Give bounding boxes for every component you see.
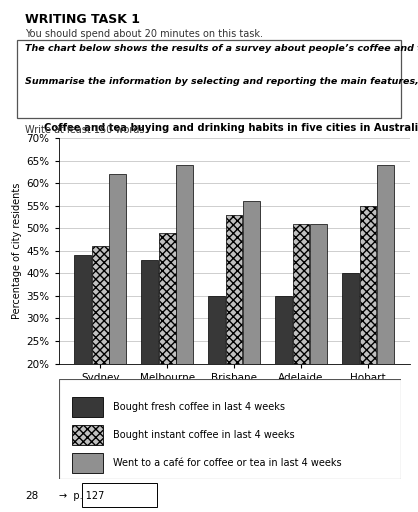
Title: Coffee and tea buying and drinking habits in five cities in Australia: Coffee and tea buying and drinking habit… [43,123,418,133]
Text: Went to a café for coffee or tea in last 4 weeks: Went to a café for coffee or tea in last… [113,458,342,468]
Bar [159,233,176,454]
Bar [141,260,158,454]
Text: Bought instant coffee in last 4 weeks: Bought instant coffee in last 4 weeks [113,430,295,440]
FancyBboxPatch shape [72,397,103,417]
Text: You should spend about 20 minutes on this task.: You should spend about 20 minutes on thi… [25,29,263,39]
Bar [92,246,109,454]
Text: 28: 28 [25,490,38,501]
Bar [293,224,309,454]
Bar [74,255,91,454]
Text: Bought fresh coffee in last 4 weeks: Bought fresh coffee in last 4 weeks [113,402,285,412]
Text: →  p. 127: → p. 127 [59,490,104,501]
FancyBboxPatch shape [72,453,103,473]
Bar [226,215,242,454]
Text: The chart below shows the results of a survey about people’s coffee and tea buyi: The chart below shows the results of a s… [25,44,418,53]
Text: Summarise the information by selecting and reporting the main features, and make: Summarise the information by selecting a… [25,77,418,86]
Bar [342,273,359,454]
Bar [275,296,292,454]
Bar [109,174,126,454]
Bar [377,165,394,454]
Y-axis label: Percentage of city residents: Percentage of city residents [12,183,22,319]
Bar [243,201,260,454]
Bar [208,296,225,454]
Bar [176,165,193,454]
Bar [310,224,327,454]
FancyBboxPatch shape [59,379,401,479]
Text: Write at least 150 words.: Write at least 150 words. [25,125,148,136]
FancyBboxPatch shape [72,425,103,445]
Text: WRITING TASK 1: WRITING TASK 1 [25,13,140,26]
Bar [359,206,376,454]
